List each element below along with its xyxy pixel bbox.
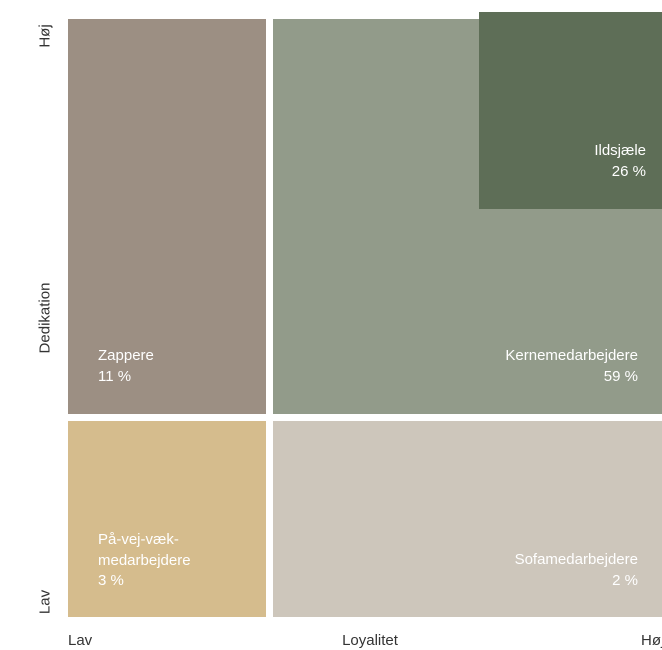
y-axis-high: Høj [36,24,54,48]
segment-box [68,421,266,617]
x-axis-low: Lav [68,632,93,649]
y-axis-low: Lav [36,589,54,615]
label-line: medarbejdere [98,551,191,569]
x-axis-title: Loyalitet [342,632,398,649]
segment-box [479,12,662,209]
segment-label: På-vej-væk- medarbejdere 3 % [98,530,191,592]
label-line: 3 % [98,572,124,589]
y-axis-title: Dedikation [36,282,54,354]
label-line: 26 % [611,162,646,180]
label-line: Kernemedarbejdere [505,347,638,364]
segment-box [68,19,266,414]
segment-box [273,421,662,617]
label-line: 59 % [603,367,638,385]
segment-label: Zappere 11 % [98,346,154,387]
label-line: Sofamedarbejdere [514,551,638,568]
label-line: På-vej-væk- [98,531,179,548]
x-axis-high: Høj [641,632,662,649]
segment-label: Sofamedarbejdere 2 % [515,550,638,591]
segment-label: Kernemedarbejdere 59 % [505,346,638,387]
label-line: 2 % [612,571,638,589]
label-line: Ildsjæle [594,142,646,159]
label-line: Zappere [98,347,154,364]
label-line: 11 % [98,367,132,385]
segment-label: Ildsjæle 26 % [594,141,646,182]
